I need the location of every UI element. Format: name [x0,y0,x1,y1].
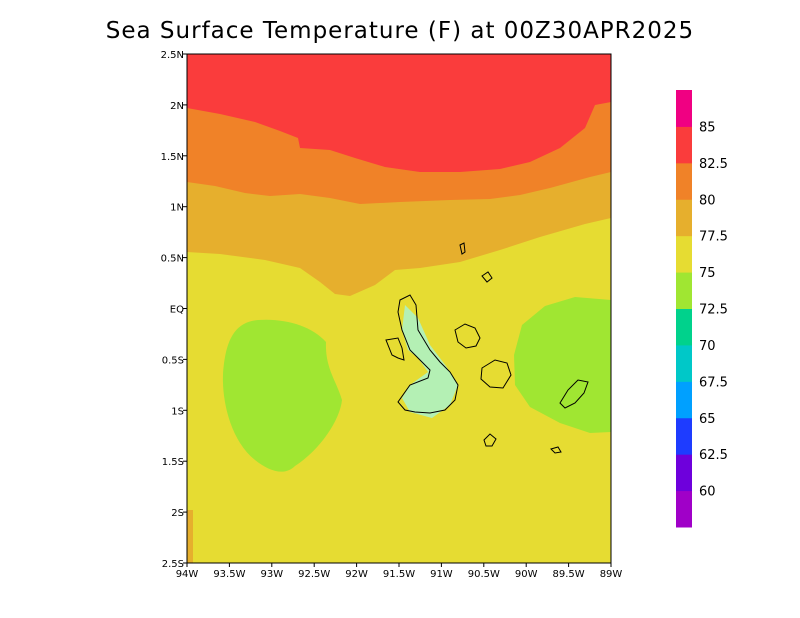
colorbar-swatch [676,126,692,164]
colorbar-swatch [676,162,692,200]
colorbar-swatch [676,235,692,273]
island-espanola [550,446,562,454]
colorbar-swatch [676,344,692,382]
colorbar-label: 65 [699,412,716,427]
x-tick-label: 90.5W [468,569,500,580]
colorbar-label: 60 [699,485,716,500]
x-tick-label: 92.5W [298,569,330,580]
island-santa-cruz [480,359,512,389]
colorbar-swatch [676,381,692,419]
y-tick-label: 1N [170,203,184,214]
colorbar-swatch [676,417,692,455]
colorbar-swatch [676,272,692,309]
island-outlines [385,242,589,454]
colorbar-label: 62.5 [699,448,728,463]
colorbar-label: 82.5 [699,157,728,172]
region-72_5-75-west [222,319,342,472]
y-tick-label: 2N [170,101,184,112]
island-pinta [459,242,466,255]
colorbar-label: 70 [699,339,716,354]
x-tick-label: 91.5W [383,569,415,580]
x-tick-label: 89.5W [553,569,585,580]
x-tick-label: 90W [515,569,538,580]
x-tick-label: 94W [176,569,199,580]
y-tick-label: 1.5N [161,152,184,163]
region-70-72_5 [402,305,458,418]
colorbar-swatch [676,90,692,127]
colorbar-swatch [676,454,692,492]
x-tick-label: 93.5W [213,569,245,580]
region-82_5-85 [187,54,611,172]
y-tick-label: 1S [171,406,184,417]
region-72_5-75-east [514,297,611,433]
y-tick-label: 0.5S [162,355,184,366]
region-edge-strip [187,510,193,563]
y-axis: 2.5S 2S 1.5S 1S 0.5S EQ 0.5N 1N 1.5N 2N 2.5N [161,50,187,570]
island-fernandina [385,337,405,361]
x-tick-label: 93W [260,569,283,580]
y-tick-label: 2S [171,508,184,519]
colorbar-swatch [676,308,692,346]
x-tick-label: 89W [600,569,623,580]
colorbar-swatch [676,199,692,237]
island-san-cristobal [559,379,589,409]
colorbar: 60 62.5 65 67.5 70 72.5 75 77.5 80 82.5 85 [676,90,728,528]
chart-title: Sea Surface Temperature (F) at 00Z30APR2… [105,18,695,44]
island-marchena [481,271,493,283]
island-santiago [454,323,481,349]
y-tick-label: 2.5S [162,559,184,570]
island-floreana [483,433,497,447]
colorbar-label: 67.5 [699,375,728,390]
colorbar-label: 85 [699,120,716,135]
y-tick-label: 0.5N [161,254,184,265]
y-tick-label: EQ [170,305,184,316]
colorbar-label: 72.5 [699,303,728,318]
colorbar-swatch [676,490,692,528]
island-isabela [397,294,459,414]
y-tick-label: 1.5S [162,457,184,468]
x-tick-label: 92W [345,569,368,580]
colorbar-label: 80 [699,193,716,208]
x-tick-label: 91W [430,569,453,580]
colorbar-label: 75 [699,266,716,281]
colorbar-label: 77.5 [699,230,728,245]
x-axis: 94W 93.5W 93W 92.5W 92W 91.5W 91W 90.5W 90W 89.5W… [176,563,623,580]
y-tick-label: 2.5N [161,50,184,61]
